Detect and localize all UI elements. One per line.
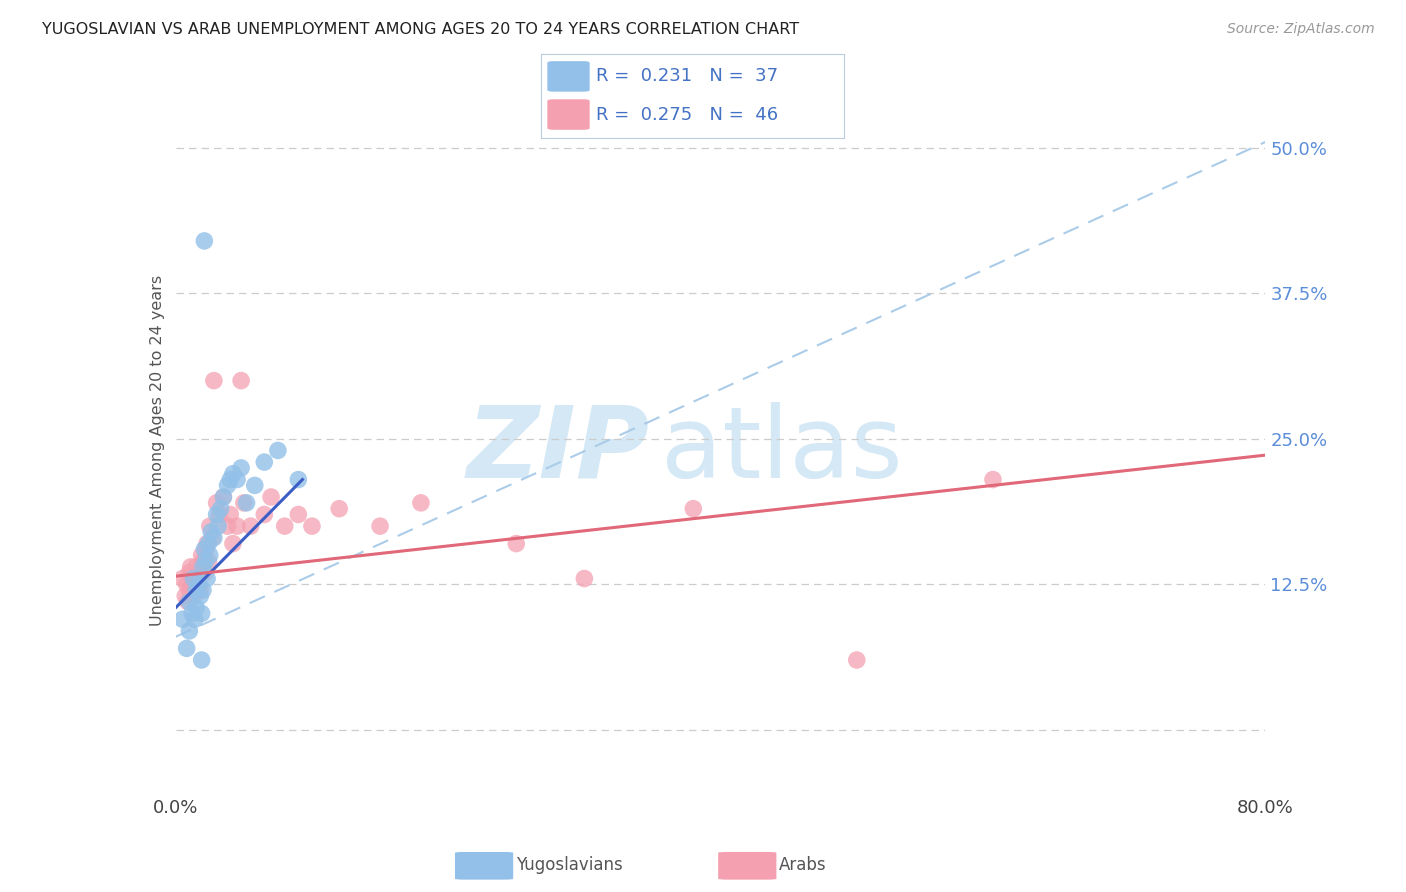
Point (183, 572, 205, 586)
Point (253, 455, 276, 469)
Point (198, 548, 221, 562)
Point (409, 496, 432, 510)
Text: R =  0.231   N =  37: R = 0.231 N = 37 (596, 68, 778, 86)
Point (184, 612, 207, 626)
FancyBboxPatch shape (456, 852, 513, 880)
Point (179, 566, 201, 580)
Point (239, 519, 262, 533)
Point (190, 607, 212, 621)
Point (207, 519, 229, 533)
Point (253, 508, 276, 522)
Point (202, 531, 225, 545)
Point (179, 595, 201, 609)
Point (201, 531, 224, 545)
Point (226, 473, 249, 487)
Point (200, 524, 222, 539)
Point (845, 653, 868, 667)
Point (186, 583, 208, 598)
Point (267, 443, 290, 458)
Point (190, 548, 212, 562)
Point (368, 519, 391, 533)
Point (181, 607, 204, 621)
Text: Source: ZipAtlas.com: Source: ZipAtlas.com (1227, 22, 1375, 37)
Point (172, 612, 194, 626)
Point (217, 478, 239, 492)
Point (193, 566, 215, 580)
Point (301, 519, 323, 533)
Point (212, 490, 235, 504)
Point (208, 508, 231, 522)
Point (209, 501, 232, 516)
Point (186, 577, 209, 591)
Point (190, 653, 212, 667)
Point (188, 589, 211, 603)
Text: R =  0.275   N =  46: R = 0.275 N = 46 (596, 106, 778, 124)
Point (981, 473, 1004, 487)
FancyBboxPatch shape (718, 852, 776, 880)
Point (197, 554, 219, 568)
Point (181, 577, 204, 591)
Point (193, 234, 215, 248)
Text: ZIP: ZIP (467, 402, 650, 499)
Point (505, 536, 527, 550)
Point (219, 508, 242, 522)
Point (187, 566, 209, 580)
Point (219, 473, 242, 487)
Point (191, 554, 214, 568)
FancyBboxPatch shape (547, 99, 589, 130)
FancyBboxPatch shape (547, 62, 589, 92)
Point (260, 490, 283, 504)
Point (186, 600, 208, 615)
Point (186, 560, 208, 574)
Point (231, 461, 253, 475)
Point (222, 467, 245, 481)
Point (194, 554, 217, 568)
Point (226, 519, 249, 533)
Point (176, 641, 198, 656)
Point (243, 478, 266, 492)
Y-axis label: Unemployment Among Ages 20 to 24 years: Unemployment Among Ages 20 to 24 years (149, 275, 165, 626)
Point (232, 496, 254, 510)
Point (287, 473, 309, 487)
Text: atlas: atlas (661, 402, 903, 499)
Point (191, 583, 214, 598)
Point (180, 560, 202, 574)
Point (212, 490, 235, 504)
Point (172, 572, 194, 586)
Point (183, 589, 205, 603)
Point (195, 572, 218, 586)
Text: Yugoslavians: Yugoslavians (516, 855, 623, 874)
Point (187, 577, 209, 591)
Point (195, 536, 218, 550)
Text: Arabs: Arabs (779, 855, 827, 874)
Point (179, 583, 201, 598)
Point (176, 577, 198, 591)
Point (198, 519, 221, 533)
Point (193, 542, 215, 557)
Point (179, 624, 201, 638)
Point (202, 374, 225, 388)
Point (682, 501, 704, 516)
Point (191, 560, 214, 574)
Point (217, 519, 239, 533)
Text: YUGOSLAVIAN VS ARAB UNEMPLOYMENT AMONG AGES 20 TO 24 YEARS CORRELATION CHART: YUGOSLAVIAN VS ARAB UNEMPLOYMENT AMONG A… (42, 22, 799, 37)
Point (287, 508, 309, 522)
Point (194, 542, 217, 557)
Point (184, 572, 207, 586)
Point (205, 508, 228, 522)
Point (328, 501, 350, 516)
Point (197, 536, 219, 550)
Point (235, 496, 257, 510)
Point (177, 595, 200, 609)
Point (231, 374, 253, 388)
Point (574, 572, 596, 586)
Point (188, 583, 211, 598)
Point (222, 536, 245, 550)
Point (174, 589, 197, 603)
Point (274, 519, 297, 533)
Point (205, 496, 228, 510)
